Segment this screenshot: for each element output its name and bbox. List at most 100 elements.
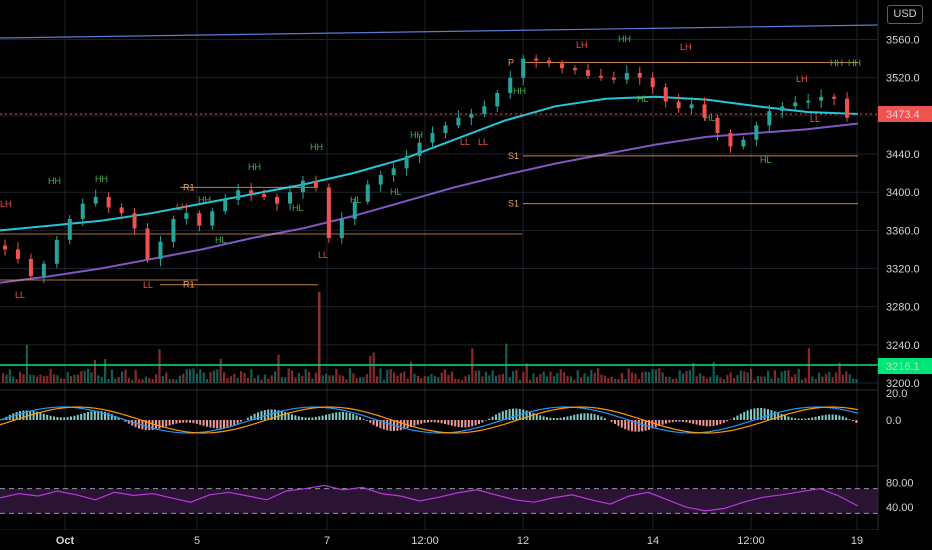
candle-body [482, 106, 487, 114]
candle-body [585, 70, 590, 76]
macd-histogram-bar [308, 417, 310, 420]
volume-bar [620, 372, 623, 383]
volume-bar [36, 376, 39, 383]
macd-histogram-bar [729, 419, 732, 420]
volume-bar [495, 375, 498, 383]
macd-histogram-bar [362, 418, 365, 420]
macd-histogram-bar [746, 410, 749, 420]
volume-bar [243, 372, 246, 383]
volume-bar [172, 379, 175, 383]
candle-body [845, 98, 850, 118]
volume-bar [226, 377, 229, 383]
time-tick-label: 12:00 [737, 535, 765, 547]
macd-histogram-bar [580, 413, 582, 420]
candle-body [832, 96, 837, 99]
volume-bar [189, 369, 192, 383]
candle-body [288, 192, 292, 204]
volume-bar [8, 369, 11, 383]
macd-histogram-bar [189, 420, 191, 423]
volume-bar [107, 378, 110, 383]
macd-histogram-bar [403, 420, 406, 430]
macd-histogram-bar [80, 413, 83, 420]
macd-histogram-bar [15, 412, 18, 420]
macd-histogram-bar [576, 414, 579, 420]
volume-bar [801, 379, 804, 383]
macd-histogram-bar [624, 420, 627, 430]
macd-histogram-bar [835, 414, 837, 420]
candle-body [637, 72, 642, 78]
swing-label-high: LH [796, 74, 808, 84]
macd-histogram-bar [495, 414, 497, 420]
candlestick-series [3, 54, 850, 284]
candle-body [728, 133, 733, 147]
swing-label-high: LH [680, 42, 692, 52]
macd-histogram-bar [739, 413, 742, 420]
volume-bar [308, 371, 311, 383]
volume-bar [423, 376, 426, 383]
candle-body [67, 218, 72, 240]
macd-histogram-bar [229, 420, 232, 427]
macd-histogram-bar [25, 410, 28, 420]
volume-bar [321, 375, 324, 383]
swing-label-low: HL [215, 235, 227, 245]
macd-histogram-bar [651, 420, 654, 429]
macd-histogram-bar [158, 420, 161, 429]
chart-grid [0, 0, 878, 531]
volume-bar [263, 374, 266, 383]
volume-bar [525, 363, 528, 383]
time-tick-label: Oct [56, 535, 75, 547]
macd-histogram-bar [63, 417, 66, 420]
volume-bar [345, 379, 348, 383]
volume-bar [447, 374, 450, 383]
volume-bar [257, 375, 260, 383]
pivot-levels: R1 R1 P S1 S1 [0, 57, 878, 290]
volume-bar [665, 376, 668, 383]
volume-bar [501, 373, 504, 383]
candle-body [275, 196, 280, 204]
macd-histogram-bar [236, 420, 239, 424]
volume-bar [342, 375, 345, 383]
candle-body [28, 258, 33, 277]
macd-histogram-bar [484, 420, 487, 421]
macd-histogram-bar [841, 416, 844, 420]
volume-bar [835, 372, 838, 383]
macd-histogram-bar [42, 413, 45, 420]
macd-histogram-bar [287, 413, 290, 420]
volume-bar [297, 372, 300, 383]
macd-histogram-bar [257, 412, 259, 420]
currency-button[interactable]: USD [887, 5, 923, 24]
candle-body [598, 75, 603, 78]
swing-label-high: HH [513, 86, 526, 96]
macd-histogram-bar [311, 417, 314, 420]
volume-bar [185, 369, 188, 383]
last-price-badge [878, 106, 932, 122]
volume-bar [267, 378, 270, 383]
macd-histogram-bar [780, 414, 783, 420]
volume-bar [56, 375, 59, 383]
candle-body [313, 180, 318, 188]
macd-tick-label: 20.0 [886, 388, 907, 400]
swing-label-low: LL [15, 290, 25, 300]
macd-histogram-bar [124, 420, 127, 422]
macd-histogram-bar [382, 420, 385, 430]
candle-body [650, 77, 655, 88]
volume-bar [563, 371, 566, 383]
volume-bar [379, 368, 382, 383]
macd-histogram-bar [665, 420, 667, 424]
macd-histogram-bar [76, 414, 79, 420]
swing-label-high: LH [576, 40, 588, 50]
candle-body [80, 203, 85, 219]
volume-bar [161, 375, 164, 383]
macd-histogram-bar [178, 420, 181, 423]
macd-histogram-bar [53, 416, 55, 420]
volume-bar [15, 379, 18, 383]
candle-body [223, 199, 228, 212]
volume-bar [814, 378, 817, 383]
price-tick-label: 3400.0 [886, 187, 920, 199]
macd-histogram-bar [345, 412, 348, 420]
volume-bar [32, 374, 35, 383]
volume-bar [155, 374, 158, 383]
macd-histogram-bar [467, 420, 470, 428]
swing-label-low: HL [350, 195, 362, 205]
